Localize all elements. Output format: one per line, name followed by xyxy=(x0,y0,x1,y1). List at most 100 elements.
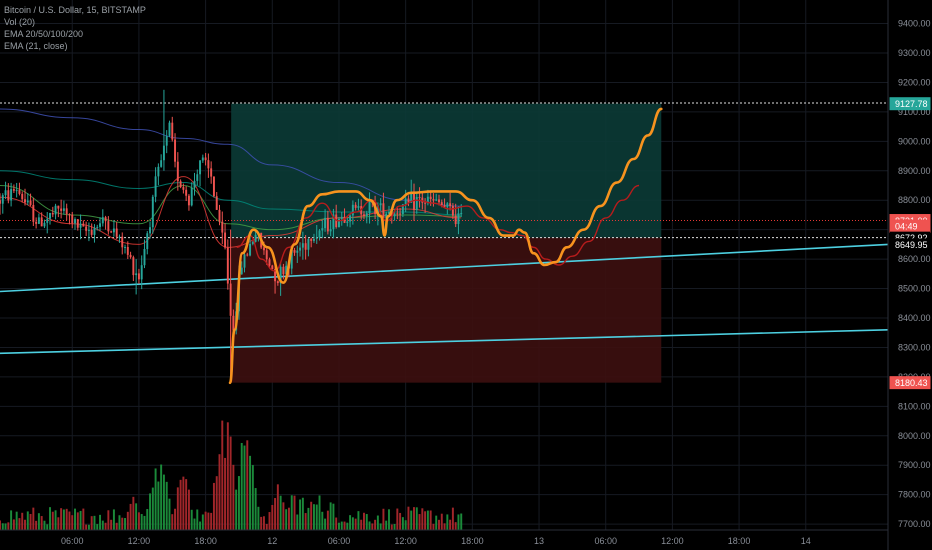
candle-body-65 xyxy=(179,181,182,188)
volume-bar-16 xyxy=(43,520,46,530)
candle-body-161 xyxy=(446,203,449,208)
projection-orange-path xyxy=(228,107,663,385)
volume-bar-126 xyxy=(349,515,352,530)
time-tick-label-6: 18:00 xyxy=(461,536,484,546)
volume-bar-128 xyxy=(354,518,357,530)
candle-body-98 xyxy=(271,265,274,270)
volume-bar-53 xyxy=(146,509,149,530)
volume-bar-63 xyxy=(174,508,177,530)
price-axis[interactable]: 7700.007800.007900.008000.008100.008200.… xyxy=(887,0,932,550)
candle-body-147 xyxy=(407,198,410,203)
candle-body-28 xyxy=(76,219,79,228)
volume-bar-81 xyxy=(224,457,227,530)
volume-bar-17 xyxy=(46,524,49,530)
volume-bar-125 xyxy=(346,522,349,530)
price-tick-label-12: 8900.00 xyxy=(898,166,931,176)
time-axis[interactable]: 06:00 12:00 18:00 12 06:00 12:00 18:00 13 06:00 1… xyxy=(0,529,888,546)
candle-body-162 xyxy=(449,203,452,207)
volume-bar-36 xyxy=(99,514,101,530)
projection-paths[interactable] xyxy=(228,107,663,385)
candle-body-54 xyxy=(149,227,152,234)
candle-body-132 xyxy=(365,213,368,217)
volume-bar-84 xyxy=(232,464,235,530)
candle-body-25 xyxy=(68,214,71,216)
candle-body-63 xyxy=(174,139,177,162)
candle-body-149 xyxy=(413,192,415,210)
candle-body-14 xyxy=(37,217,40,224)
candle-body-125 xyxy=(346,221,349,223)
volume-bar-165 xyxy=(457,514,460,530)
volume-bar-61 xyxy=(168,498,171,530)
candle-body-19 xyxy=(51,212,54,215)
volume-bar-164 xyxy=(454,522,457,530)
candle-body-156 xyxy=(432,199,435,201)
chart-legend: Bitcoin / U.S. Dollar, 15, BITSTAMP Vol … xyxy=(4,4,146,52)
volume-bar-52 xyxy=(143,515,146,530)
volume-bar-106 xyxy=(293,495,296,530)
volume-bar-6 xyxy=(15,511,18,530)
candle-body-1 xyxy=(1,195,4,204)
candle-body-31 xyxy=(85,226,88,231)
candle-body-120 xyxy=(332,214,335,230)
candle-body-72 xyxy=(199,160,202,175)
candle-body-22 xyxy=(60,208,63,211)
volume-bar-117 xyxy=(324,518,327,530)
candle-body-110 xyxy=(304,243,307,250)
candle-body-99 xyxy=(274,269,277,282)
candle-body-158 xyxy=(438,199,440,203)
candle-body-142 xyxy=(393,213,396,217)
volume-bar-4 xyxy=(10,510,13,530)
candle-body-108 xyxy=(299,247,302,251)
volume-bar-12 xyxy=(32,507,35,530)
volume-bar-139 xyxy=(385,520,388,530)
candle-body-67 xyxy=(185,189,188,196)
volume-bar-86 xyxy=(237,476,240,530)
candle-body-8 xyxy=(21,193,24,200)
candle-body-103 xyxy=(285,265,288,275)
legend-symbol[interactable]: Bitcoin / U.S. Dollar, 15, BITSTAMP xyxy=(4,5,146,15)
candle-body-30 xyxy=(82,223,85,227)
price-label-bg-6 xyxy=(889,376,931,390)
volume-bar-38 xyxy=(104,522,107,530)
volume-bar-13 xyxy=(35,520,38,530)
candle-body-6 xyxy=(15,190,18,192)
volume-bar-71 xyxy=(196,509,199,530)
candle-body-82 xyxy=(226,247,229,284)
candle-body-107 xyxy=(296,250,299,253)
ema-line-0 xyxy=(0,108,462,207)
volume-bar-154 xyxy=(426,510,429,530)
candle-body-12 xyxy=(32,204,35,222)
candle-body-75 xyxy=(207,160,210,169)
volume-bar-94 xyxy=(260,516,263,530)
candle-body-80 xyxy=(221,221,224,233)
legend-volume[interactable]: Vol (20) xyxy=(4,17,36,27)
trendlines[interactable] xyxy=(0,243,889,355)
candle-body-10 xyxy=(26,200,29,203)
legend-ema[interactable]: EMA 20/50/100/200 xyxy=(4,29,84,39)
position-tool[interactable] xyxy=(231,103,662,383)
volume-bar-143 xyxy=(396,508,399,530)
candle-body-18 xyxy=(49,212,51,219)
candle-body-69 xyxy=(190,187,193,206)
candle-body-146 xyxy=(404,198,407,205)
volume-bar-131 xyxy=(363,512,365,530)
candle-body-59 xyxy=(162,145,165,161)
volume-bar-149 xyxy=(413,507,415,530)
volume-bar-109 xyxy=(301,497,304,530)
volume-bar-88 xyxy=(243,445,246,530)
volume-bar-103 xyxy=(285,509,288,530)
candle-body-154 xyxy=(426,196,429,204)
legend-ema21[interactable]: EMA (21, close) xyxy=(4,41,68,51)
volume-bar-3 xyxy=(7,522,10,530)
volume-bar-15 xyxy=(40,516,43,530)
volume-bar-146 xyxy=(404,520,407,530)
candle-body-62 xyxy=(171,122,174,140)
volume-bar-145 xyxy=(401,517,404,530)
volume-bar-100 xyxy=(276,484,279,530)
volume-bar-124 xyxy=(343,521,346,530)
volume-bar-161 xyxy=(446,514,449,530)
candle-body-68 xyxy=(187,195,190,206)
volume-bar-148 xyxy=(410,510,413,530)
projection-red-path xyxy=(236,184,640,272)
